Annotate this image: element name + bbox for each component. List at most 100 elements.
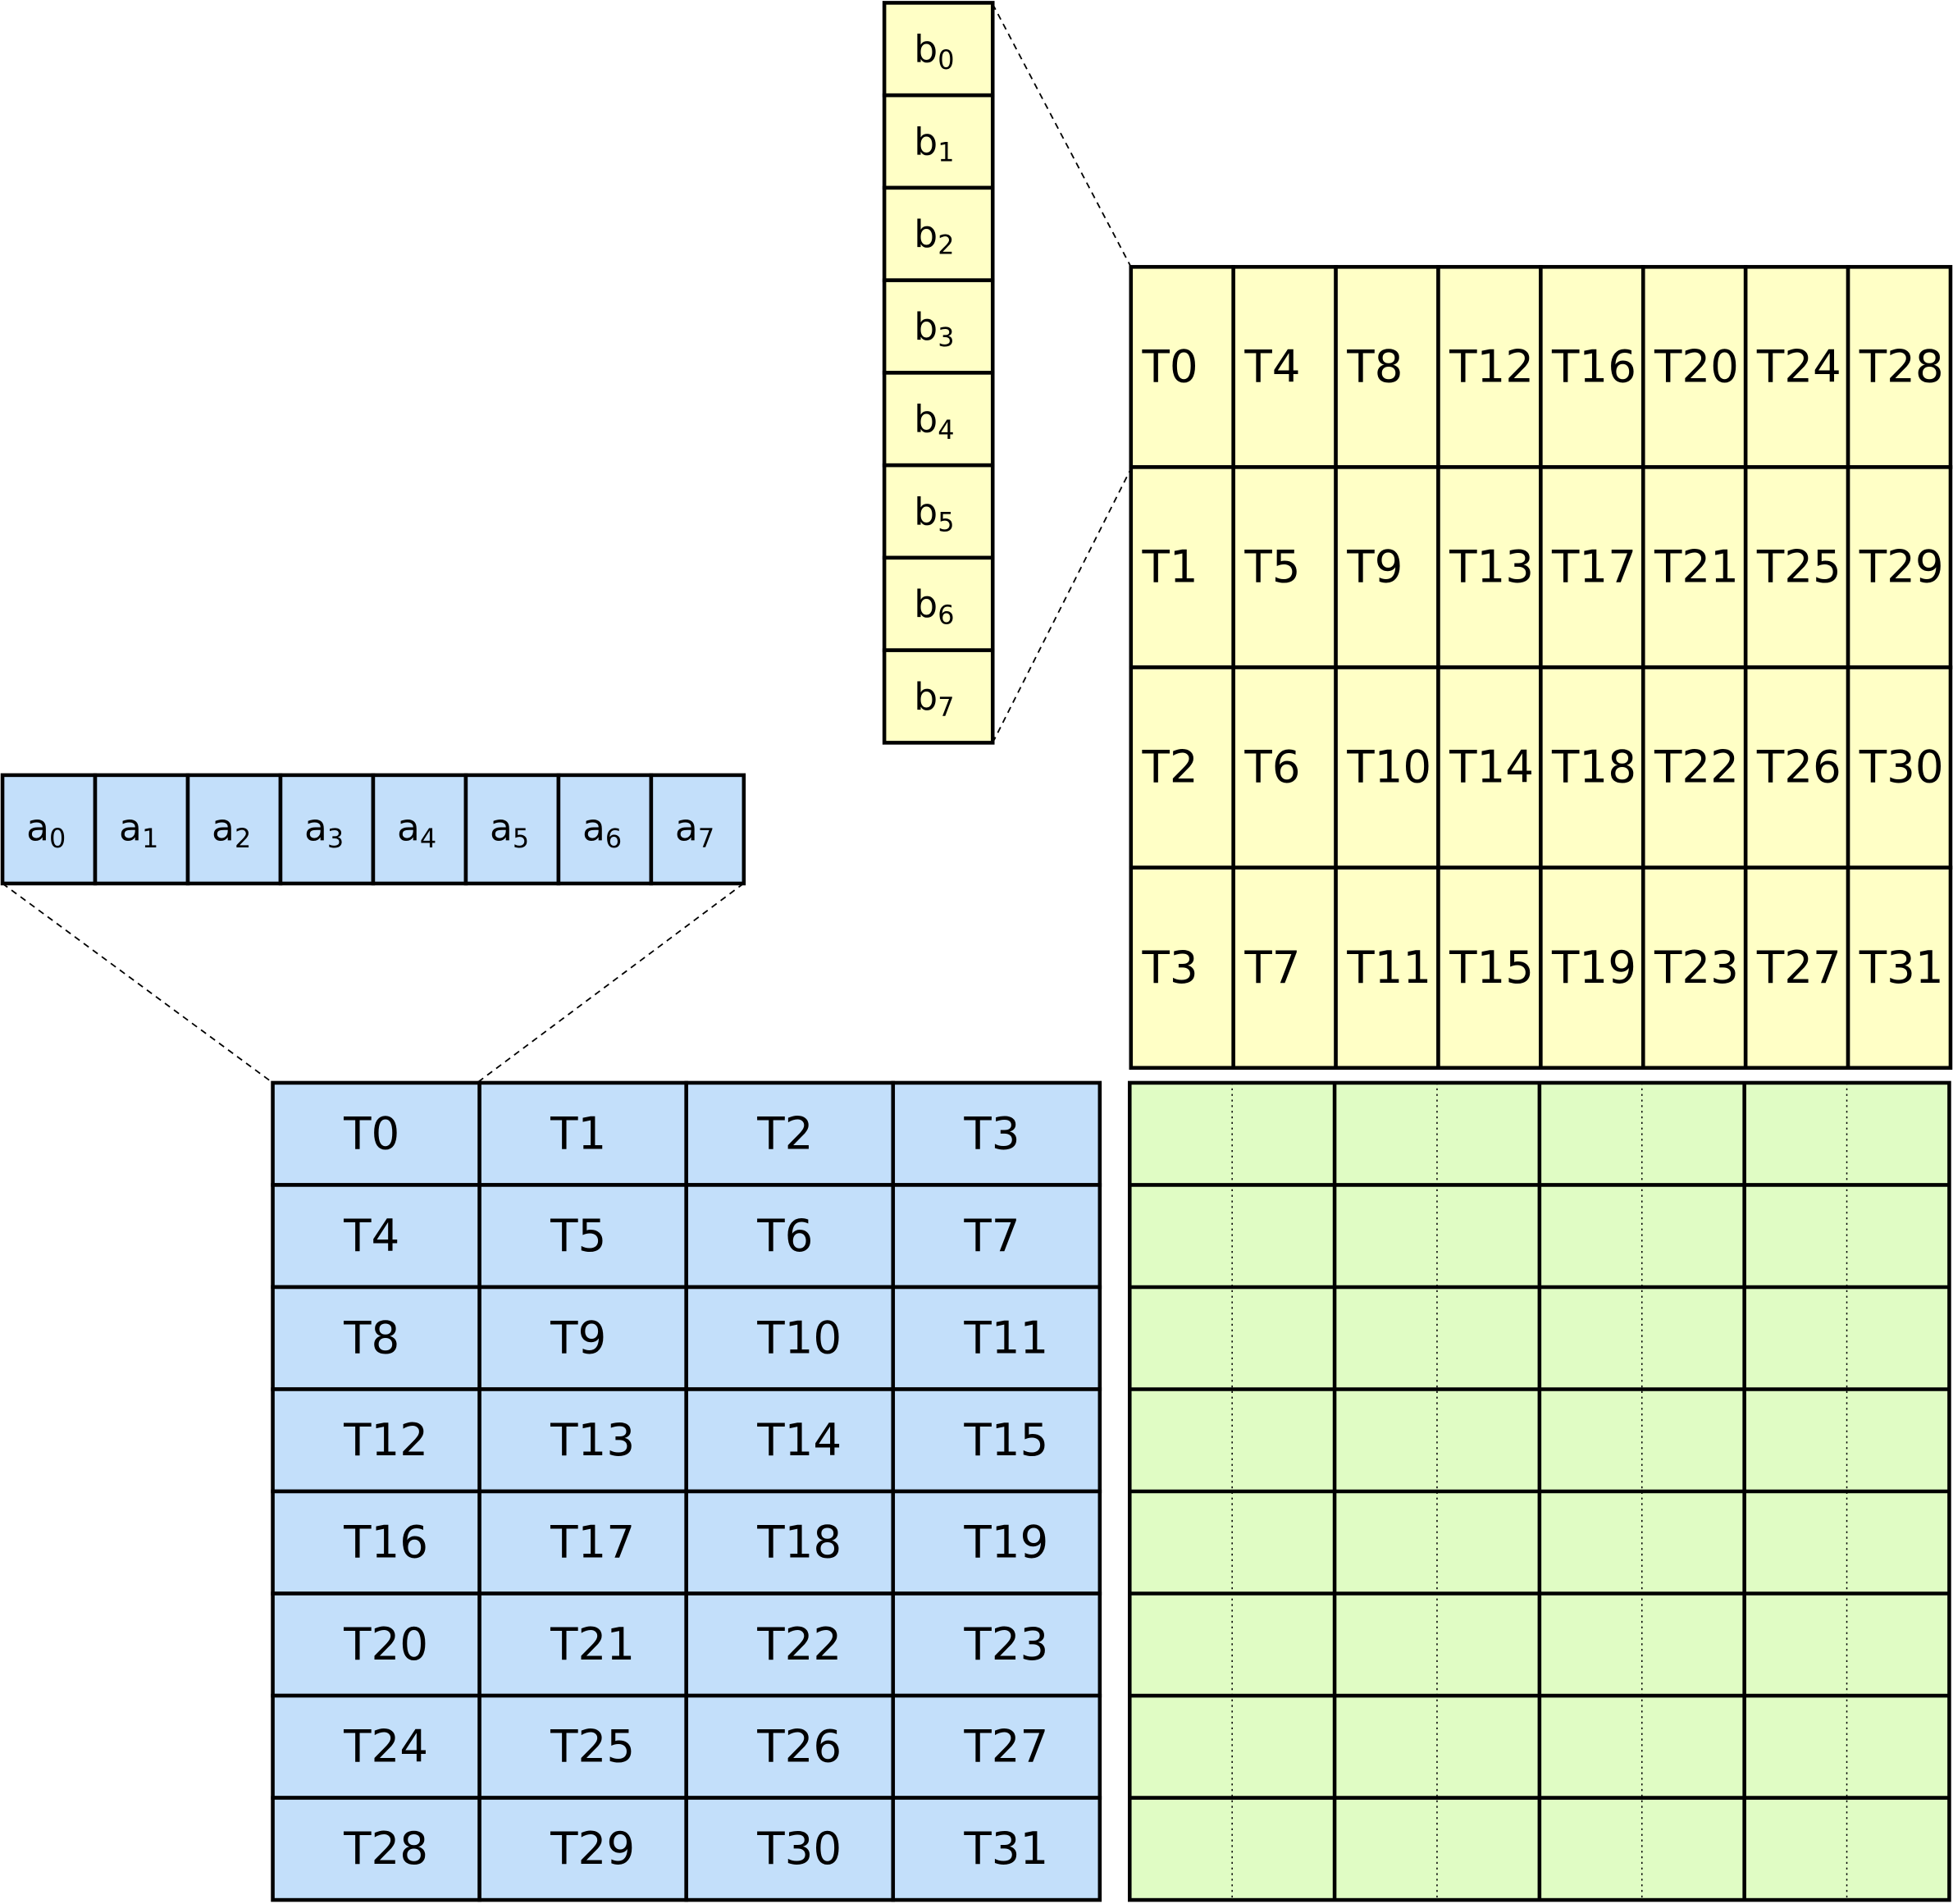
projection-line — [992, 3, 1132, 267]
a-matrix-cell — [684, 1387, 896, 1494]
thread-label: T15 — [1449, 941, 1534, 993]
b-matrix-cell — [1846, 665, 1953, 870]
a-vector-cell — [649, 773, 746, 886]
b-matrix-cell — [1129, 665, 1235, 870]
a-matrix-cell — [684, 1796, 896, 1902]
a-matrix-cell — [477, 1183, 688, 1290]
thread-label: T30 — [756, 1822, 842, 1874]
b-matrix-cell — [1640, 665, 1748, 870]
thread-label: T5 — [1243, 541, 1300, 593]
thread-label: T16 — [1551, 340, 1636, 393]
a-matrix-cell — [477, 1591, 688, 1698]
b-matrix-cell — [1231, 865, 1338, 1070]
a-vector-cell — [556, 773, 654, 886]
a-vector-cell — [93, 773, 190, 886]
b-vector-label: b5 — [914, 490, 954, 538]
label-subscript: 4 — [938, 414, 954, 445]
thread-label: T21 — [1654, 541, 1739, 593]
thread-label: T2 — [1141, 741, 1198, 793]
thread-label: T19 — [1551, 941, 1636, 993]
b-matrix-cell — [1334, 465, 1440, 669]
label-subscript: 3 — [327, 823, 344, 854]
c-matrix-grid — [1127, 1080, 1951, 1902]
thread-label: T28 — [343, 1822, 428, 1874]
b-vector-label: b3 — [914, 304, 954, 353]
a-vector-cell — [0, 773, 98, 886]
label-base: a — [212, 806, 235, 849]
label-subscript: 3 — [938, 322, 954, 353]
thread-label: T12 — [343, 1413, 428, 1466]
b-matrix-cell — [1436, 665, 1543, 870]
thread-label: T0 — [1141, 340, 1198, 393]
label-subscript: 2 — [938, 229, 954, 260]
label-subscript: 2 — [235, 823, 251, 854]
projection-lines — [2, 3, 1132, 1084]
a-vector-cell — [278, 773, 376, 886]
a-vector-cell — [463, 773, 561, 886]
b-vector-label: b4 — [914, 397, 954, 445]
a-matrix-cell — [684, 1080, 896, 1187]
a-vector-cell — [185, 773, 283, 886]
thread-label: T29 — [1859, 541, 1944, 593]
thread-label: T19 — [963, 1515, 1048, 1568]
label-base: a — [26, 806, 49, 849]
label-base: a — [490, 806, 513, 849]
label-base: a — [304, 806, 327, 849]
thread-label: T8 — [343, 1311, 399, 1363]
b-matrix-cell — [1231, 265, 1338, 469]
thread-label: T9 — [550, 1311, 606, 1363]
label-base: b — [914, 120, 938, 163]
b-matrix-cell — [1539, 465, 1645, 669]
label-subscript: 6 — [605, 823, 622, 854]
label-base: a — [675, 806, 698, 849]
label-subscript: 7 — [938, 692, 954, 723]
label-subscript: 4 — [420, 823, 436, 854]
a-matrix-cell — [891, 1489, 1102, 1596]
thread-label: T20 — [1654, 340, 1739, 393]
label-base: b — [914, 397, 938, 441]
b-matrix-cell — [1640, 865, 1748, 1070]
a-vector-label: a6 — [582, 806, 622, 854]
thread-label: T11 — [1346, 941, 1431, 993]
thread-label: T6 — [756, 1209, 813, 1262]
thread-label: T27 — [1756, 941, 1841, 993]
b-matrix-cell — [1846, 265, 1953, 469]
b-vector-label: b2 — [914, 212, 954, 261]
thread-label: T2 — [756, 1107, 813, 1159]
a-matrix-thread-grid: T0 T1 T2 T3 T4 T5 T6 T7 T8 T9 T10 T11 T12 T13 T14 T15 T1… — [271, 1080, 1102, 1902]
thread-label: T10 — [756, 1311, 842, 1363]
label-base: b — [914, 304, 938, 348]
label-subscript: 0 — [49, 823, 66, 854]
b-vector-cell — [882, 648, 995, 745]
label-subscript: 5 — [938, 507, 954, 538]
b-vector-cell — [882, 278, 995, 375]
label-base: a — [582, 806, 605, 849]
a-matrix-cell — [891, 1796, 1102, 1902]
a-matrix-cell — [477, 1796, 688, 1902]
a-vector-label: a1 — [119, 806, 158, 854]
thread-label: T16 — [343, 1515, 428, 1568]
thread-label: T9 — [1346, 541, 1403, 593]
b-vector-cell — [882, 371, 995, 468]
label-base: b — [914, 674, 938, 718]
label-subscript: 7 — [698, 823, 714, 854]
thread-label: T30 — [1859, 741, 1944, 793]
label-base: a — [119, 806, 142, 849]
b-matrix-cell — [1539, 265, 1645, 469]
thread-label: T23 — [1654, 941, 1739, 993]
b-matrix-thread-grid: T0 T4 T8 T12 T16 T20 T24 T28 T1 T5 T9 T13 T17 T21 T25 T… — [1129, 265, 1953, 1070]
thread-label: T15 — [963, 1413, 1048, 1466]
b-matrix-cell — [1436, 865, 1543, 1070]
a-matrix-cell — [477, 1693, 688, 1800]
thread-label: T29 — [550, 1822, 635, 1874]
thread-label: T25 — [550, 1719, 635, 1772]
b-matrix-cell — [1743, 465, 1850, 669]
thread-label: T11 — [963, 1311, 1048, 1363]
a-vector-label: a4 — [397, 806, 436, 854]
label-subscript: 0 — [938, 44, 954, 75]
thread-label: T24 — [1756, 340, 1841, 393]
thread-label: T13 — [550, 1413, 635, 1466]
a-vector: a0 a1 a2 a3 a4 a5 a6 a7 — [0, 773, 746, 886]
projection-line — [477, 883, 745, 1084]
